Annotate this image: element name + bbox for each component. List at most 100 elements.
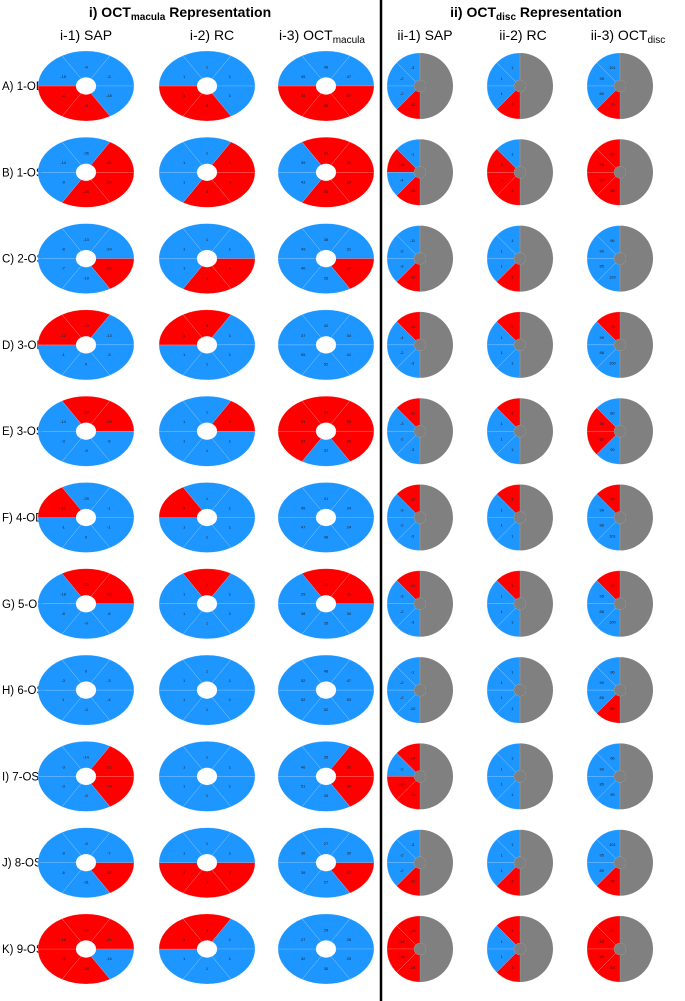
- sector-superior-temporal: [158, 486, 203, 518]
- sector-value: 1: [229, 505, 232, 510]
- disc-map-row-9-col-0: -3 -2 -2 -12: [386, 829, 453, 896]
- sector-value: 37: [301, 333, 306, 338]
- disc-center: [414, 338, 426, 351]
- macula-map-row-3-col-1: 3 1 1 1 1 3: [158, 309, 256, 381]
- sector-value: 3: [511, 324, 514, 329]
- sector-value: -5: [84, 793, 88, 798]
- sector-value: 52: [324, 362, 329, 367]
- sector-superior-nasal: [301, 913, 351, 942]
- sector-value: -16: [83, 323, 90, 328]
- sector-value: 45: [301, 505, 306, 510]
- sector-superior-temporal: [277, 55, 322, 87]
- sector-inferior-nasal: [158, 603, 203, 635]
- sector-inferior-temporal: [330, 948, 375, 980]
- sector-inferior-temporal: [211, 85, 256, 117]
- macula-section-header: i) OCTmacula Representation: [89, 4, 271, 23]
- sector-value: 0: [85, 362, 88, 367]
- sector-value: 1: [183, 697, 186, 702]
- sector-value: 27: [324, 879, 329, 884]
- sector-value: 1: [501, 91, 504, 96]
- sector-value: 1: [229, 74, 232, 79]
- sector-value: -29: [83, 496, 90, 501]
- sector-value: 46: [324, 534, 329, 539]
- sector-value: -20: [106, 592, 113, 597]
- sector-value: 1: [206, 793, 209, 798]
- sector-superior-nasal: [182, 309, 232, 338]
- sector-value: 58: [599, 162, 604, 167]
- sector-value: -3: [84, 707, 88, 712]
- sector-value: 3: [511, 102, 514, 107]
- sector-superior: [330, 832, 375, 863]
- sector-inferior: [182, 956, 232, 985]
- sector-value: 1: [511, 706, 514, 711]
- sector-value: 31: [324, 496, 329, 501]
- sector-superior-temporal: [158, 918, 203, 950]
- sector-value: 47: [347, 74, 352, 79]
- sector-superior: [211, 141, 256, 173]
- macula-map-row-4-col-0: -20 -16 -6 -9 -3 -14: [37, 396, 135, 467]
- sector-inferior-nasal: [37, 689, 82, 721]
- sector-value: -8: [61, 611, 65, 616]
- disc-map-row-7-col-2: 96 90 85 66: [586, 656, 654, 724]
- sector-superior-temporal: [158, 314, 203, 346]
- sector-value: 1: [229, 246, 232, 251]
- sector-superior: [90, 486, 135, 518]
- disc-center: [514, 943, 526, 955]
- sector-value: 1: [229, 592, 232, 597]
- sector-value: -3: [61, 438, 65, 443]
- sector-inferior-temporal: [330, 344, 375, 376]
- disc-center: [614, 770, 626, 783]
- sector-superior-temporal: [37, 400, 82, 432]
- sector-inferior: [182, 697, 232, 726]
- sector-value: 66: [610, 706, 615, 711]
- sector-value: -12: [410, 497, 417, 502]
- sector-value: 24: [347, 525, 352, 530]
- macula-map-row-1-col-0: -26 -21 -20 -24 -9 -14: [37, 137, 135, 208]
- sector-value: 3: [501, 162, 504, 167]
- sector-value: -16: [106, 956, 113, 961]
- sector-value: 3: [511, 188, 514, 193]
- sector-superior: [90, 659, 135, 691]
- sector-value: 28: [347, 937, 352, 942]
- sector-value: 24: [347, 505, 352, 510]
- sector-value: -12: [410, 102, 417, 107]
- sector-value: 1: [501, 523, 504, 528]
- sector-superior-temporal: [277, 228, 322, 259]
- sector-value: 46: [301, 764, 306, 769]
- macula-map-row-7-col-0: 0 -3 -4 -3 1 -3: [37, 654, 135, 726]
- sector-value: 1: [183, 419, 186, 424]
- sector-value: -12: [410, 274, 417, 279]
- disc-center: [414, 943, 426, 955]
- sector-value: 38: [301, 611, 306, 616]
- sector-superior-temporal: [37, 659, 82, 691]
- sector-superior-nasal: [61, 482, 111, 511]
- sector-value: 90: [610, 447, 615, 452]
- sector-superior: [90, 400, 135, 432]
- sector-inferior: [301, 869, 351, 898]
- sector-value: -3: [411, 65, 415, 70]
- unused-half: [520, 311, 553, 378]
- sector-value: -3: [400, 594, 404, 599]
- sector-superior-nasal: [182, 396, 232, 425]
- sector-value: 90: [599, 680, 604, 685]
- sector-value: 3: [206, 927, 209, 932]
- disc-center: [514, 338, 526, 351]
- sector-superior-temporal: [277, 141, 322, 173]
- sector-value: 3: [229, 179, 232, 184]
- sector-inferior-nasal: [277, 258, 322, 290]
- sector-value: -2: [400, 766, 404, 771]
- sector-superior: [211, 314, 256, 346]
- sector-value: -3: [107, 74, 111, 79]
- unused-half: [520, 398, 553, 465]
- sector-superior-temporal: [158, 573, 203, 604]
- sector-value: -15: [60, 74, 67, 79]
- sector-superior: [330, 400, 375, 432]
- sector-inferior-nasal: [277, 431, 322, 462]
- sector-value: 1: [229, 697, 232, 702]
- unused-half: [420, 311, 453, 378]
- sector-value: 1: [501, 939, 504, 944]
- sector-value: -4: [400, 335, 404, 340]
- sector-value: -2: [400, 76, 404, 81]
- sector-value: -3: [61, 678, 65, 683]
- sector-value: -24: [106, 246, 113, 251]
